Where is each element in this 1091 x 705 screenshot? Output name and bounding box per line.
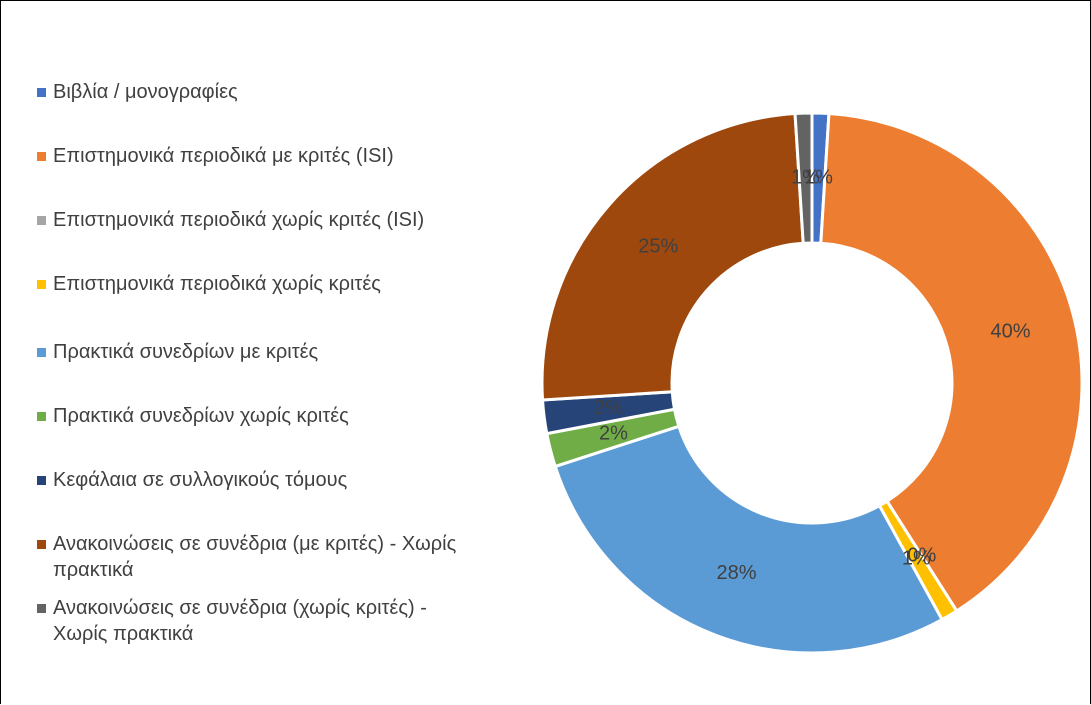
legend-swatch xyxy=(37,280,46,289)
data-label: 1% xyxy=(902,548,931,570)
legend-item: Πρακτικά συνεδρίων με κριτές xyxy=(37,339,483,365)
legend-label: Επιστημονικά περιοδικά χωρίς κριτές (ISI… xyxy=(53,209,425,231)
data-label: 25% xyxy=(638,236,678,258)
data-label: 40% xyxy=(991,320,1031,342)
legend-label: Κεφάλαια σε συλλογικούς τόμους xyxy=(53,469,348,491)
legend-item: Πρακτικά συνεδρίων χωρίς κριτές xyxy=(37,403,483,429)
donut-slice xyxy=(819,111,1084,614)
legend-label: Πρακτικά συνεδρίων με κριτές xyxy=(53,341,319,363)
data-label: 2% xyxy=(594,397,623,419)
data-label: 2% xyxy=(599,422,628,444)
data-label: 1% xyxy=(791,166,820,188)
legend-swatch xyxy=(37,216,46,225)
donut-slice xyxy=(540,111,805,402)
legend-label: Ανακοινώσεις σε συνέδρια (χωρίς κριτές) … xyxy=(53,597,427,645)
legend-item: Κεφάλαια σε συλλογικούς τόμους xyxy=(37,467,483,493)
legend-swatch xyxy=(37,152,46,161)
legend-item: Βιβλία / μονογραφίες xyxy=(37,79,483,105)
legend-label: Επιστημονικά περιοδικά με κριτές (ISI) xyxy=(53,145,394,167)
legend-swatch xyxy=(37,476,46,485)
data-label: 0% xyxy=(907,544,936,566)
legend-item: Επιστημονικά περιοδικά με κριτές (ISI) xyxy=(37,143,483,169)
legend-item: Επιστημονικά περιοδικά χωρίς κριτές (ISI… xyxy=(37,207,483,233)
legend-item: Ανακοινώσεις σε συνέδρια (με κριτές) - Χ… xyxy=(37,531,483,583)
legend-item: Επιστημονικά περιοδικά χωρίς κριτές xyxy=(37,271,483,297)
legend-swatch xyxy=(37,88,46,97)
data-label: 1% xyxy=(804,166,833,188)
legend-label: Επιστημονικά περιοδικά χωρίς κριτές xyxy=(53,273,381,295)
legend-label: Βιβλία / μονογραφίες xyxy=(53,81,238,103)
data-label: 28% xyxy=(717,562,757,584)
legend-swatch xyxy=(37,604,46,613)
legend-swatch xyxy=(37,412,46,421)
legend-label: Ανακοινώσεις σε συνέδρια (με κριτές) - Χ… xyxy=(53,533,457,581)
legend-swatch xyxy=(37,348,46,357)
legend-swatch xyxy=(37,540,46,549)
donut-slice xyxy=(793,111,814,245)
legend-item: Ανακοινώσεις σε συνέδρια (χωρίς κριτές) … xyxy=(37,595,483,647)
legend-label: Πρακτικά συνεδρίων χωρίς κριτές xyxy=(53,405,349,427)
donut-slice xyxy=(553,424,945,655)
